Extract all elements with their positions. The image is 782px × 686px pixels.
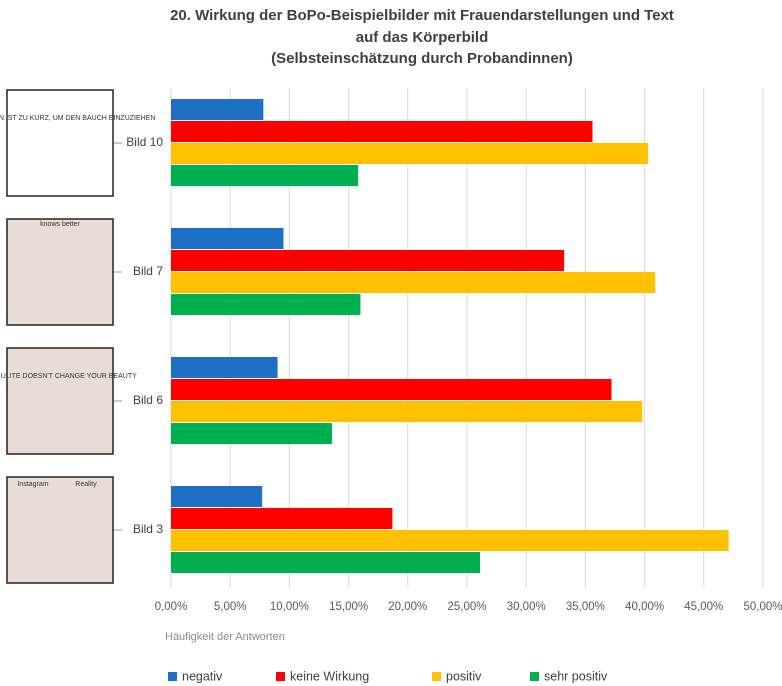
legend-swatch (168, 672, 177, 681)
legend-label: positiv (446, 669, 482, 683)
image-text: knows better (40, 221, 80, 228)
bar (171, 530, 729, 551)
bar (171, 357, 278, 378)
y-tick-label: Bild 10 (126, 135, 163, 149)
x-tick-label: 5,00% (214, 601, 247, 613)
bar (171, 165, 359, 186)
x-tick-label: 15,00% (329, 601, 368, 613)
bar (171, 508, 393, 529)
bar (171, 423, 333, 444)
bar (171, 272, 656, 293)
image-text: DAS LEBEN IST ZU KURZ, UM DEN BAUCH EINZ… (0, 115, 155, 122)
legend-label: keine Wirkung (290, 669, 369, 683)
legend-label: sehr positiv (544, 669, 608, 683)
bar (171, 143, 649, 164)
category-image (6, 476, 114, 584)
x-tick-label: 10,00% (270, 601, 309, 613)
y-tick-label: Bild 7 (133, 264, 163, 278)
chart-title: (Selbsteinschätzung durch Probandinnen) (271, 50, 573, 67)
image-text: Reality (75, 481, 97, 488)
x-tick-label: 50,00% (743, 601, 782, 613)
legend-swatch (276, 672, 285, 681)
bar (171, 486, 263, 507)
x-axis-label: Häufigkeit der Antworten (165, 631, 285, 643)
bar (171, 99, 264, 120)
category-image (6, 89, 114, 197)
x-tick-label: 35,00% (566, 601, 605, 613)
x-tick-label: 25,00% (447, 601, 486, 613)
y-tick-label: Bild 3 (133, 522, 163, 536)
x-tick-label: 40,00% (625, 601, 664, 613)
bar (171, 401, 643, 422)
x-tick-label: 0,00% (155, 601, 188, 613)
legend-swatch (432, 672, 441, 681)
chart-title: auf das Körperbild (356, 29, 489, 46)
y-tick-label: Bild 6 (133, 393, 163, 407)
x-tick-label: 20,00% (388, 601, 427, 613)
x-tick-label: 30,00% (507, 601, 546, 613)
chart-title: 20. Wirkung der BoPo-Beispielbilder mit … (170, 7, 674, 24)
bar (171, 379, 612, 400)
category-image (6, 347, 114, 455)
x-tick-label: 45,00% (684, 601, 723, 613)
bar (171, 228, 284, 249)
bar (171, 552, 481, 573)
image-text: CELLULITE DOESN'T CHANGE YOUR BEAUTY (0, 373, 137, 380)
bar (171, 121, 593, 142)
category-image (6, 218, 114, 326)
bar (171, 294, 361, 315)
legend-label: negativ (182, 669, 223, 683)
bar (171, 250, 565, 271)
image-text: Instagram (17, 481, 48, 488)
legend-swatch (530, 672, 539, 681)
